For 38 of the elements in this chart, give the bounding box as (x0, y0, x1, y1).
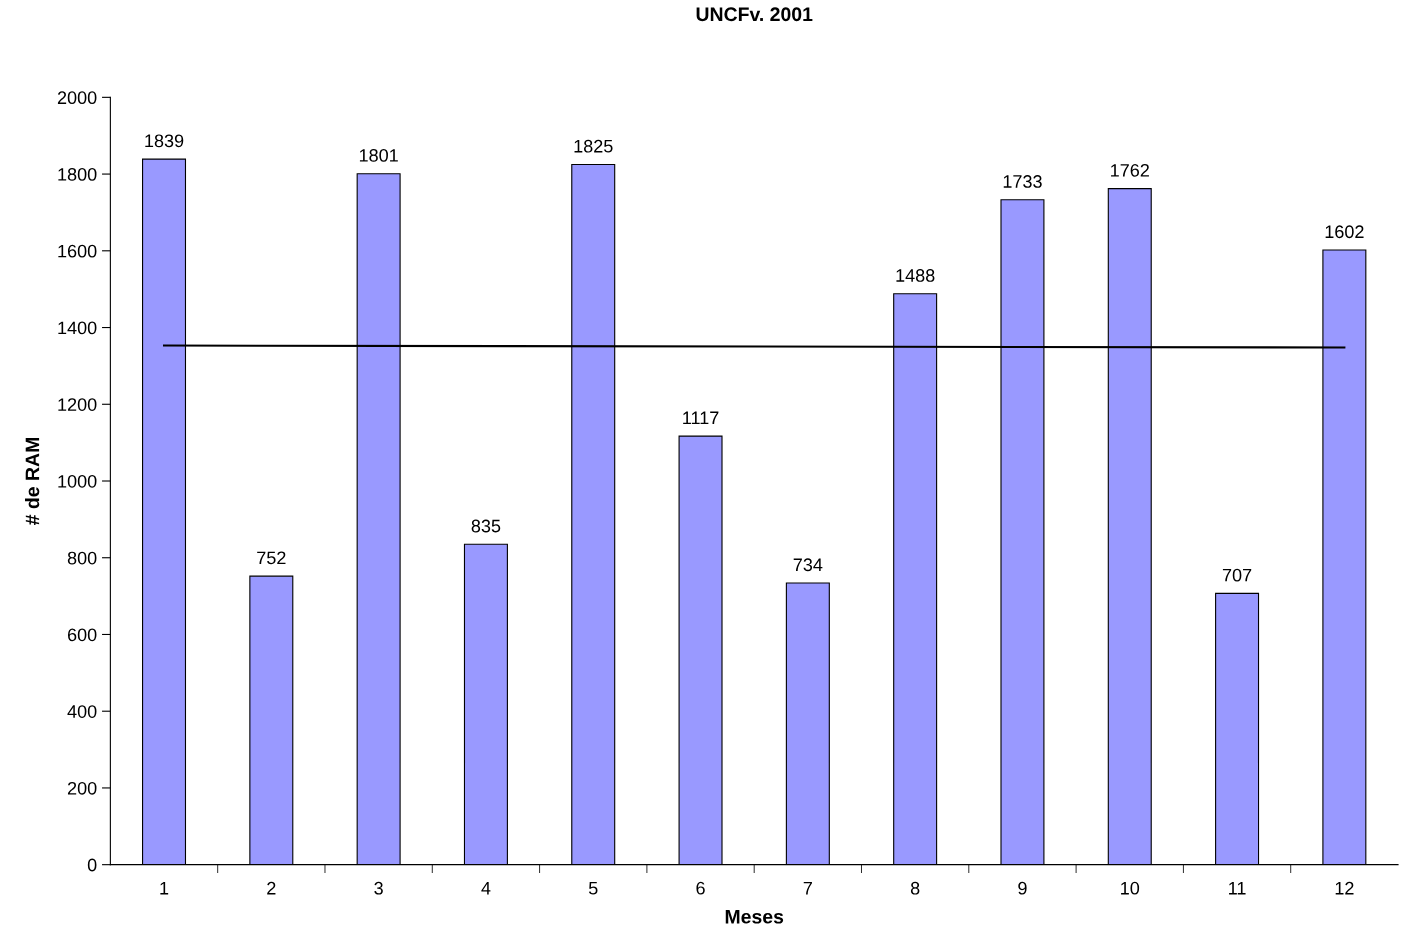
data-label: 835 (471, 519, 501, 533)
x-tick-label: 12 (1335, 881, 1354, 895)
x-tick-label: 4 (481, 882, 491, 895)
data-label: 1602 (1325, 225, 1364, 239)
x-tick-label: 9 (1018, 881, 1027, 895)
data-label: 1488 (896, 269, 935, 282)
data-label: 1839 (145, 134, 184, 148)
chart-title: UNCFv. 2001 (696, 7, 813, 22)
data-label: 734 (793, 558, 823, 572)
data-label: 707 (1222, 568, 1252, 582)
y-tick-label: 1600 (58, 244, 97, 258)
data-label: 1762 (1111, 163, 1149, 177)
y-axis-title: # de RAM (25, 438, 40, 525)
x-axis-title: Meses (725, 910, 784, 924)
x-tick-label: 10 (1121, 881, 1140, 895)
y-tick-label: 2000 (57, 91, 97, 105)
x-tick-label: 11 (1229, 882, 1246, 895)
data-label: 1801 (359, 149, 398, 162)
y-tick-label: 400 (67, 705, 97, 718)
y-tick-label: 1800 (58, 168, 97, 181)
y-tick-label: 200 (67, 781, 97, 795)
x-tick-label: 2 (267, 881, 276, 895)
x-tick-label: 3 (374, 881, 383, 895)
y-tick-label: 1000 (58, 474, 97, 488)
x-tick-label: 1 (160, 882, 169, 895)
x-tick-label: 7 (803, 882, 812, 895)
y-tick-label: 1200 (58, 398, 97, 411)
data-label: 1733 (1003, 175, 1042, 188)
y-tick-label: 600 (67, 628, 97, 642)
y-tick-label: 800 (67, 551, 97, 565)
x-tick-label: 6 (696, 881, 705, 895)
data-label: 752 (257, 551, 286, 565)
data-label: 1825 (574, 139, 613, 153)
x-tick-label: 8 (910, 881, 920, 895)
data-label: 1117 (683, 411, 719, 425)
y-tick-label: 1400 (58, 321, 97, 335)
y-tick-label: 0 (87, 858, 97, 872)
x-tick-label: 5 (588, 882, 598, 895)
